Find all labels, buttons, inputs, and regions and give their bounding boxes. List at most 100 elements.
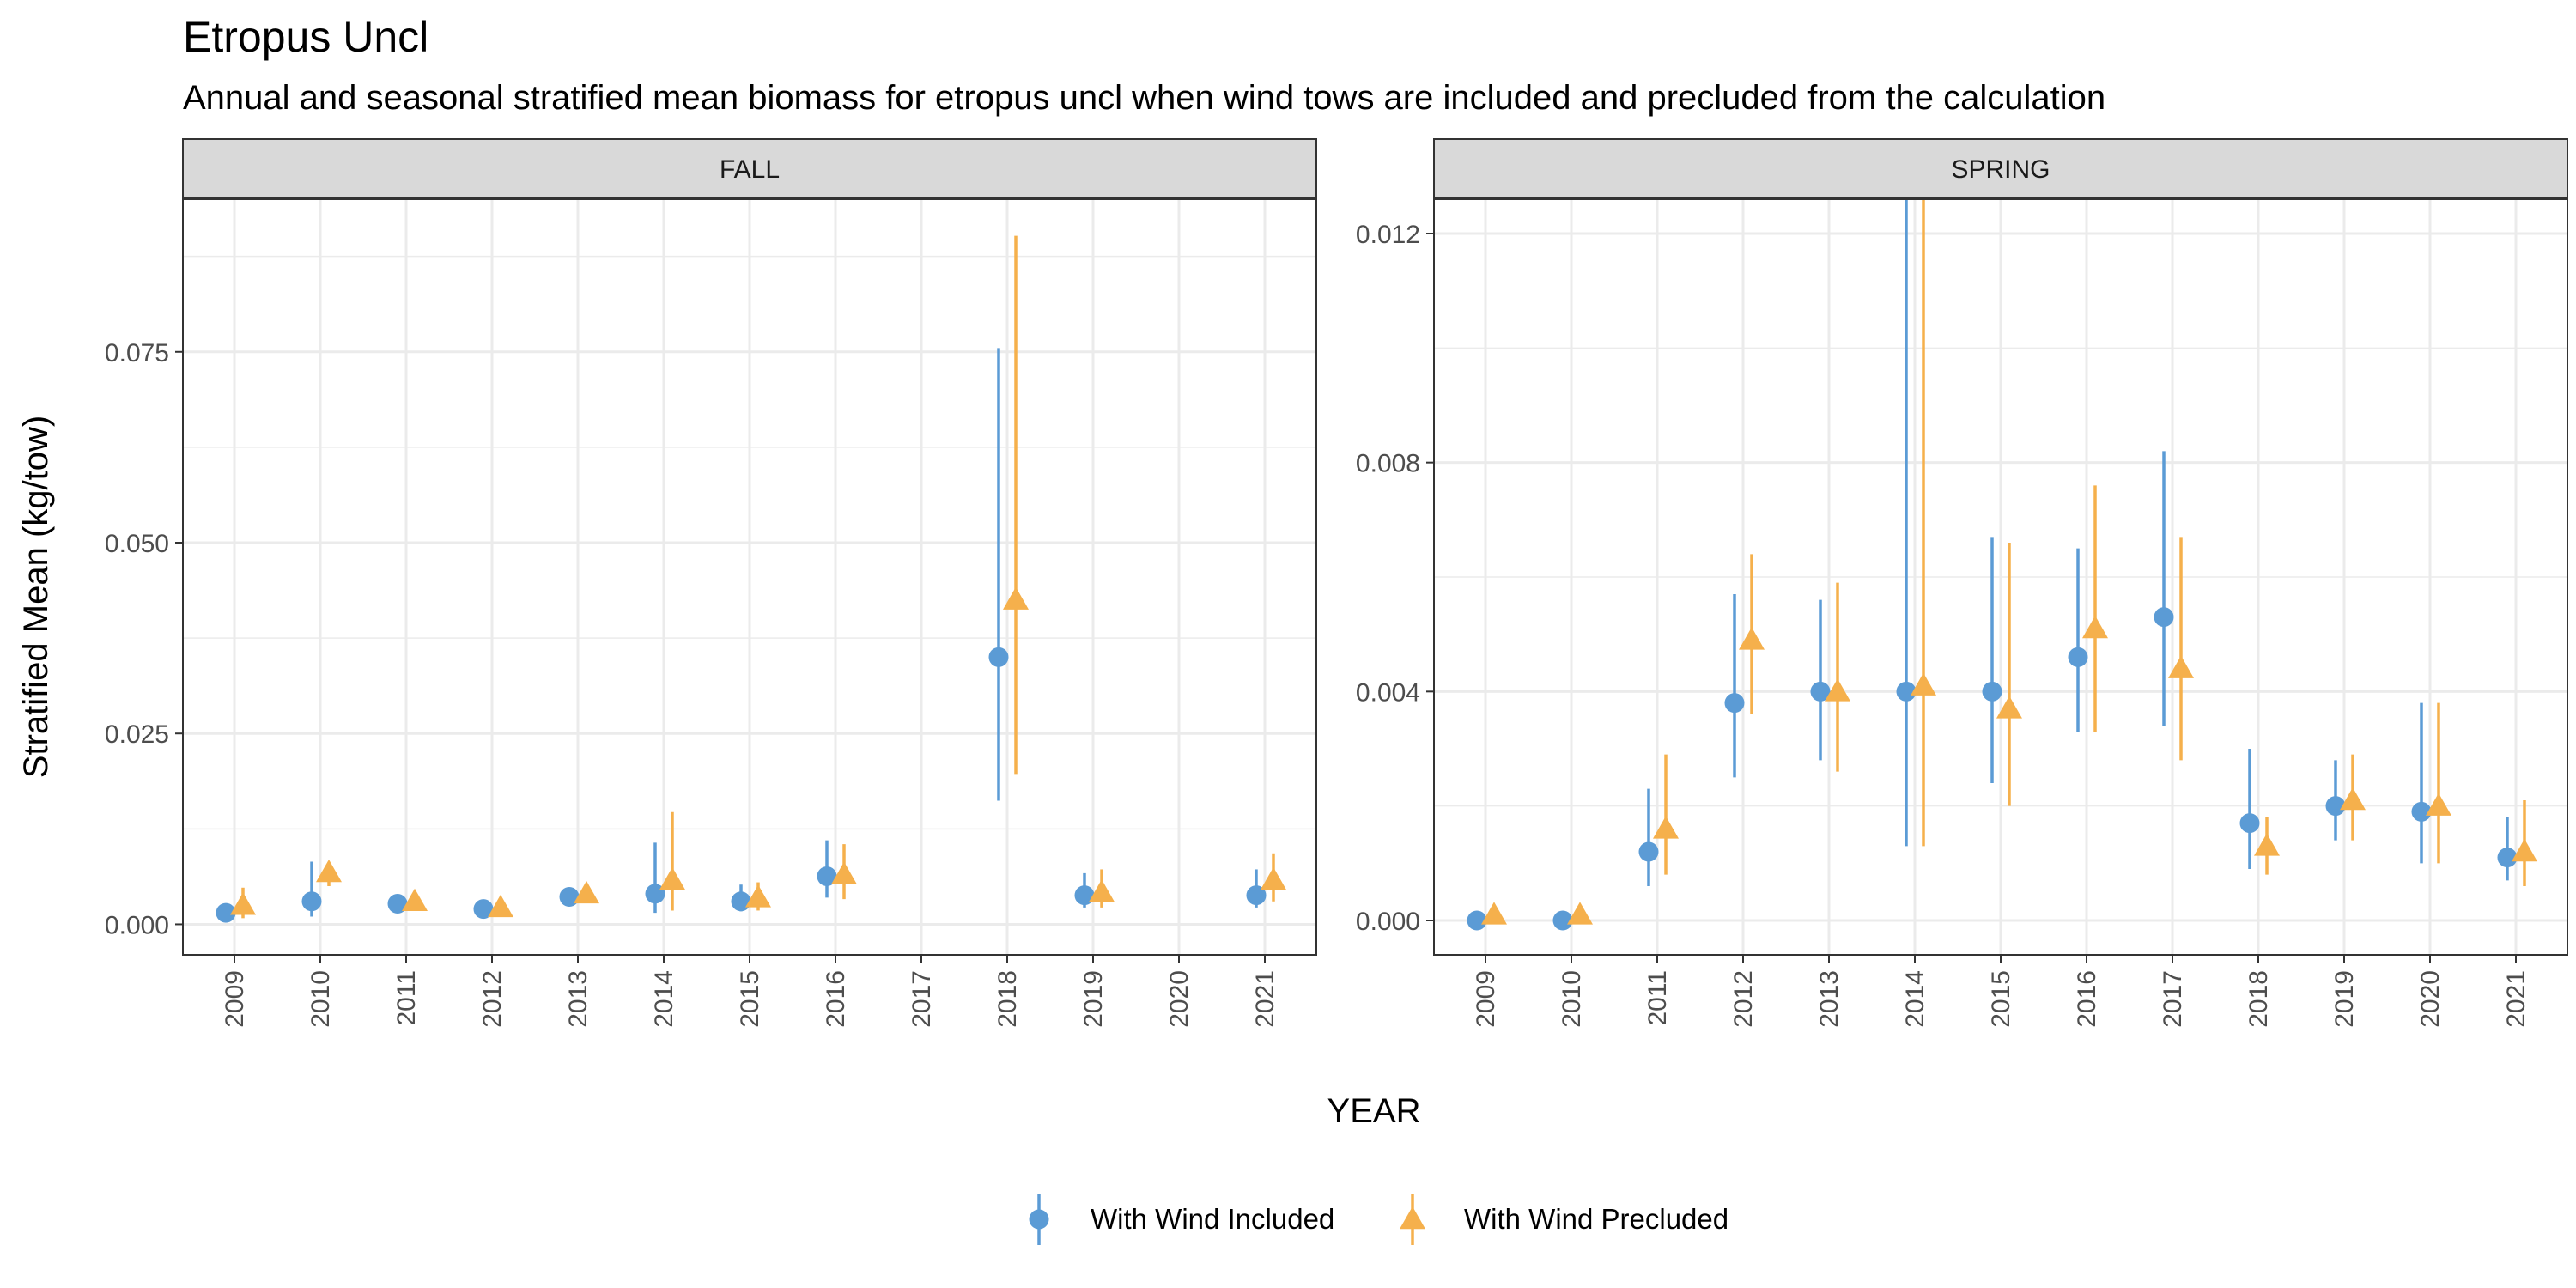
panel-spring: SPRING 0.000 0.004 0.008 0.012 2009 2010 2011 20… bbox=[1356, 138, 2568, 1028]
data-point bbox=[2325, 796, 2346, 817]
x-tick-label: 2014 bbox=[1901, 970, 1929, 1028]
y-axis-title: Stratified Mean (kg/tow) bbox=[17, 416, 55, 778]
data-point bbox=[316, 860, 342, 883]
strip-label: SPRING bbox=[1951, 155, 2050, 184]
x-tick-label: 2020 bbox=[2416, 970, 2445, 1028]
legend: With Wind Included With Wind Precluded bbox=[1029, 1194, 1728, 1245]
data-point bbox=[2426, 793, 2451, 816]
x-tick-label: 2012 bbox=[1729, 970, 1758, 1028]
x-tick-label: 2015 bbox=[736, 970, 764, 1028]
data-point bbox=[817, 866, 837, 886]
y-tick-label: 0.075 bbox=[105, 339, 169, 368]
data-point bbox=[574, 880, 599, 904]
legend-item: With Wind Included bbox=[1029, 1194, 1334, 1245]
data-point bbox=[1896, 681, 1917, 702]
y-tick-label: 0.012 bbox=[1356, 221, 1420, 249]
series-wind-included bbox=[1467, 199, 2518, 931]
x-tick-label: 2012 bbox=[478, 970, 507, 1028]
chart-subtitle: Annual and seasonal stratified mean biom… bbox=[183, 79, 2105, 117]
data-point bbox=[1246, 885, 1267, 906]
x-tick-label: 2020 bbox=[1165, 970, 1194, 1028]
strip-background bbox=[182, 138, 1317, 198]
data-point bbox=[831, 861, 857, 884]
x-tick-label: 2021 bbox=[2502, 970, 2530, 1028]
x-tick-label: 2016 bbox=[822, 970, 850, 1028]
x-tick-label: 2017 bbox=[908, 970, 936, 1028]
panel-fall: FALL 0.000 0.025 0.050 0.075 2009 2010 2011 2012… bbox=[105, 138, 1317, 1028]
data-point bbox=[1467, 910, 1487, 931]
x-tick-label: 2011 bbox=[1643, 970, 1672, 1026]
data-point bbox=[2168, 655, 2194, 678]
data-point bbox=[1724, 693, 1745, 714]
x-tick-label: 2018 bbox=[993, 970, 1022, 1028]
data-point bbox=[2497, 848, 2518, 868]
data-point bbox=[1089, 879, 1115, 902]
strip-label: FALL bbox=[720, 155, 780, 184]
data-point bbox=[1003, 586, 1029, 610]
legend-key-marker bbox=[1029, 1209, 1049, 1230]
data-point bbox=[1481, 902, 1507, 925]
data-point bbox=[387, 893, 408, 914]
data-point bbox=[731, 891, 751, 912]
panel-border bbox=[182, 198, 1317, 956]
legend-label: With Wind Included bbox=[1091, 1203, 1334, 1235]
y-tick-label: 0.050 bbox=[105, 530, 169, 558]
panel-border bbox=[1433, 198, 2568, 956]
y-tick-label: 0.025 bbox=[105, 720, 169, 749]
data-point bbox=[2154, 607, 2174, 628]
data-point bbox=[988, 647, 1009, 667]
data-point bbox=[2082, 616, 2108, 639]
data-point bbox=[1911, 672, 1936, 696]
y-tick-label: 0.004 bbox=[1356, 678, 1420, 707]
data-point bbox=[1825, 678, 1850, 702]
data-point bbox=[2254, 833, 2280, 856]
facet-panels: FALL 0.000 0.025 0.050 0.075 2009 2010 2011 2012… bbox=[105, 138, 2568, 1028]
x-tick-label: 2011 bbox=[392, 970, 421, 1026]
x-tick-label: 2019 bbox=[1079, 970, 1108, 1028]
data-point bbox=[1638, 841, 1659, 862]
x-tick-label: 2010 bbox=[1558, 970, 1586, 1028]
x-tick-label: 2017 bbox=[2159, 970, 2187, 1028]
data-point bbox=[1552, 910, 1573, 931]
data-point bbox=[1567, 902, 1593, 925]
chart-title: Etropus Uncl bbox=[183, 13, 428, 61]
series-wind-precluded bbox=[230, 235, 1286, 919]
data-point bbox=[2068, 647, 2088, 667]
data-point bbox=[473, 899, 494, 920]
data-point bbox=[2411, 801, 2432, 822]
legend-key-marker bbox=[1400, 1206, 1425, 1230]
data-point bbox=[1810, 681, 1831, 702]
x-tick-label: 2013 bbox=[564, 970, 592, 1028]
data-point bbox=[230, 892, 256, 915]
series-wind-precluded bbox=[1481, 199, 2537, 925]
data-point bbox=[1982, 681, 2002, 702]
legend-item: With Wind Precluded bbox=[1400, 1194, 1728, 1245]
x-tick-label: 2009 bbox=[221, 970, 249, 1028]
data-point bbox=[2340, 787, 2366, 811]
data-point bbox=[1653, 816, 1679, 839]
x-tick-label: 2015 bbox=[1987, 970, 2015, 1028]
data-point bbox=[745, 884, 771, 908]
data-point bbox=[301, 891, 322, 912]
legend-label: With Wind Precluded bbox=[1464, 1203, 1728, 1235]
data-point bbox=[559, 886, 580, 907]
data-point bbox=[1074, 885, 1095, 906]
data-point bbox=[402, 888, 428, 912]
strip-background bbox=[1433, 138, 2568, 198]
series-wind-included bbox=[216, 348, 1267, 923]
y-tick-label: 0.000 bbox=[105, 911, 169, 939]
y-tick-label: 0.000 bbox=[1356, 908, 1420, 936]
y-tick-label: 0.008 bbox=[1356, 450, 1420, 478]
data-point bbox=[488, 894, 513, 918]
data-point bbox=[1261, 866, 1286, 890]
x-tick-label: 2021 bbox=[1251, 970, 1279, 1028]
x-axis-title: YEAR bbox=[1327, 1092, 1421, 1130]
x-tick-label: 2018 bbox=[2245, 970, 2273, 1028]
data-point bbox=[216, 902, 236, 923]
data-point bbox=[1996, 696, 2022, 719]
x-tick-label: 2013 bbox=[1815, 970, 1844, 1028]
x-tick-label: 2019 bbox=[2330, 970, 2359, 1028]
x-tick-label: 2014 bbox=[650, 970, 678, 1028]
data-point bbox=[2239, 813, 2260, 834]
